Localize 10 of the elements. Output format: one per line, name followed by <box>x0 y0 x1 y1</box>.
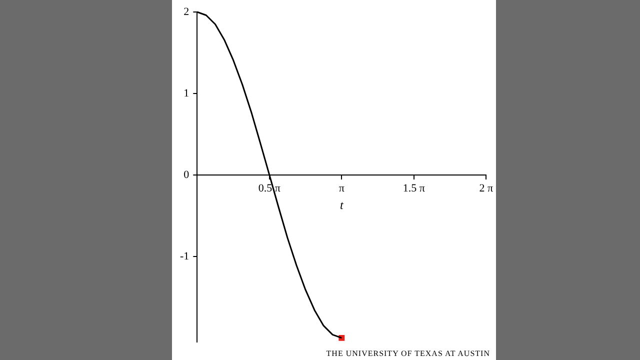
y-tick-label: -1 <box>180 250 190 262</box>
y-tick-label: 2 <box>184 6 190 18</box>
x-tick-label: 1.5 π <box>402 182 426 194</box>
x-tick-label: π <box>338 182 345 194</box>
x-axis-title: t <box>340 198 344 212</box>
x-tick-label: 2 π <box>479 182 494 194</box>
text: THE UNIVERSITY OF TEXAS AT AUSTIN <box>326 349 490 358</box>
x-tick-label: 0.5 π <box>258 182 281 194</box>
y-tick-label: 0 <box>184 168 190 181</box>
y-tick-label: 1 <box>184 87 190 100</box>
